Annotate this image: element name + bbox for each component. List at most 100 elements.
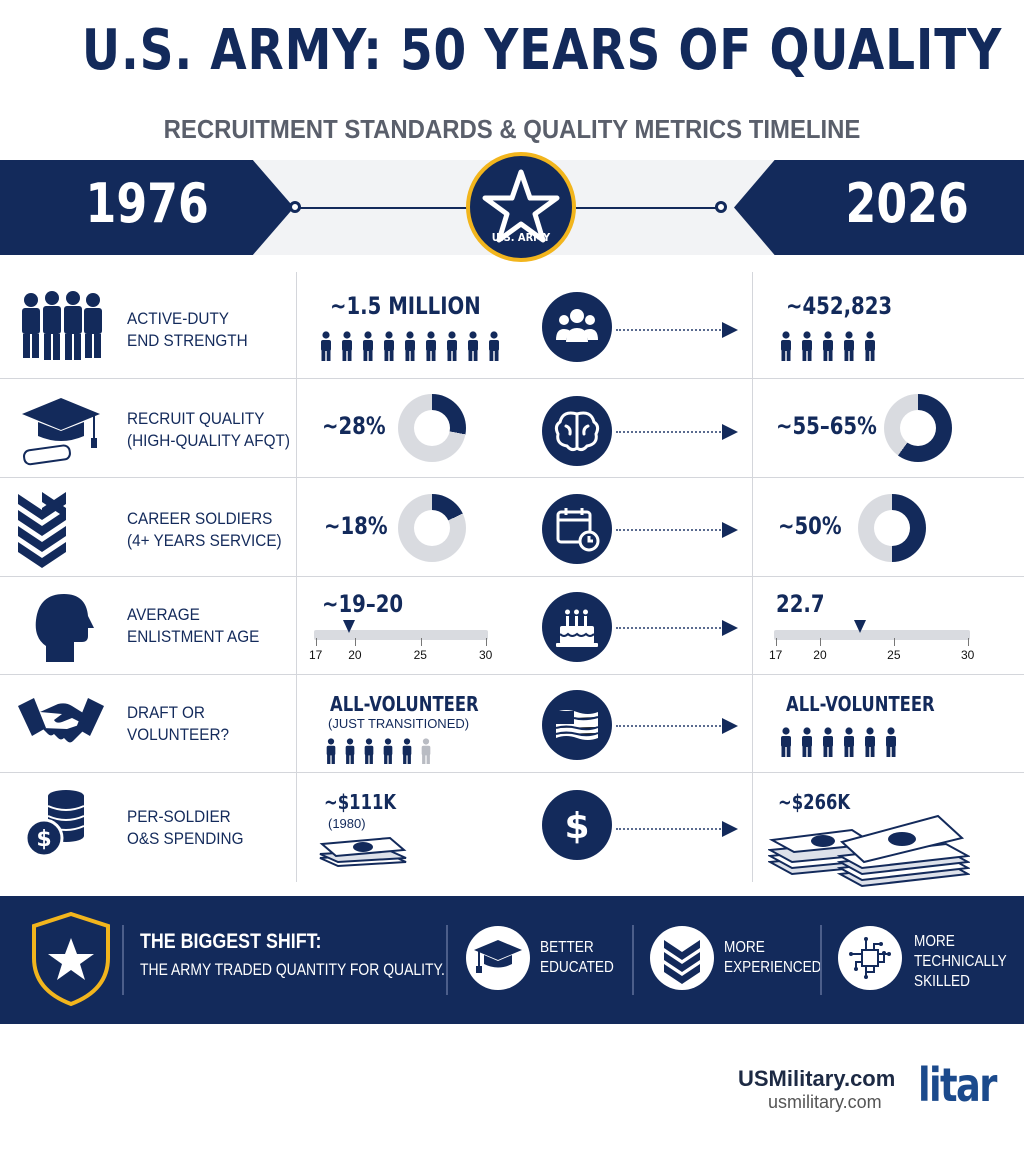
age-marker-icon <box>342 620 355 633</box>
footer-item-line2: TECHNICALLY <box>914 953 1007 970</box>
year-end-banner: 2026 <box>734 160 1024 255</box>
brand-logo: litar <box>918 1058 997 1112</box>
circuit-icon <box>838 926 902 990</box>
shield-star-icon <box>30 910 112 1012</box>
money-stack-large-icon <box>766 812 972 894</box>
donut-1976-career-soldiers <box>398 494 466 562</box>
value-1976-spending: ~$111K <box>324 790 397 814</box>
arrow-line <box>616 431 724 433</box>
person-icon <box>383 738 393 764</box>
arrow-head-icon <box>722 620 738 636</box>
timeline-dot-right <box>715 201 727 213</box>
page-subtitle: RECRUITMENT STANDARDS & QUALITY METRICS … <box>163 114 861 144</box>
person-icon <box>421 738 431 764</box>
people-figures-volunteer-2026 <box>778 726 904 762</box>
soldiers-icon <box>16 290 106 370</box>
footer-item-experienced: MORE EXPERIENCED <box>724 938 821 978</box>
age-scale-1976: 17 20 25 30 <box>309 620 492 662</box>
timeline-line-right <box>576 207 722 209</box>
person-icon <box>326 738 336 764</box>
money-stack-small-icon <box>316 832 410 880</box>
dollar-icon: $ <box>542 790 612 860</box>
graduation-cap-icon <box>16 392 106 472</box>
arrow-head-icon <box>722 718 738 734</box>
arrow-line <box>616 329 724 331</box>
metric-label-line1: PER-SOLDIER <box>127 807 231 826</box>
coins-icon: $ <box>16 786 106 866</box>
person-icon <box>844 727 854 757</box>
person-icon <box>345 738 355 764</box>
value-2026-end-strength: ~452,823 <box>786 292 893 320</box>
value-1976-end-strength: ~1.5 MILLION <box>330 292 481 320</box>
metric-label-enlistment-age: AVERAGE ENLISTMENT AGE <box>127 604 259 648</box>
value-1976-draft-volunteer: ALL-VOLUNTEER <box>330 692 479 716</box>
age-tick-label: 25 <box>887 648 901 662</box>
footer-divider <box>446 925 448 995</box>
footer-item-line1: MORE <box>724 939 765 956</box>
person-icon <box>447 331 457 361</box>
brand-name[interactable]: USMilitary.com <box>738 1066 896 1091</box>
handshake-icon <box>16 688 106 768</box>
footer-divider <box>820 925 822 995</box>
metric-label-line2: ENLISTMENT AGE <box>127 627 260 646</box>
age-scale-2026: 17 20 25 30 <box>769 620 974 662</box>
arrow-line <box>616 627 724 629</box>
person-icon <box>802 727 812 757</box>
value-1976-career-soldiers: ~18% <box>324 512 388 540</box>
age-tick-label: 17 <box>309 648 323 662</box>
value-2026-enlistment-age: 22.7 <box>776 590 825 618</box>
age-tick-mark <box>820 638 822 646</box>
value-2026-spending: ~$266K <box>778 790 851 814</box>
age-tick-label: 20 <box>813 648 827 662</box>
birthday-cake-icon <box>542 592 612 662</box>
column-divider <box>296 272 297 882</box>
year-end: 2026 <box>845 172 969 235</box>
person-icon <box>865 727 875 757</box>
calendar-clock-icon <box>542 494 612 564</box>
age-tick-mark <box>420 638 422 646</box>
metric-label-line2: O&S SPENDING <box>127 829 244 848</box>
donut-2026-career-soldiers <box>858 494 926 562</box>
age-tick-label: 17 <box>769 648 783 662</box>
metric-label-line1: CAREER SOLDIERS <box>127 509 273 528</box>
row-divider <box>0 378 1024 379</box>
brand-url[interactable]: usmilitary.com <box>768 1092 882 1112</box>
footer-item-line2: EXPERIENCED <box>724 959 822 976</box>
person-icon <box>384 331 394 361</box>
year-start: 1976 <box>85 172 209 235</box>
donut-1976-recruit-quality <box>398 394 466 462</box>
person-icon <box>844 331 854 361</box>
footer-item-line3: SKILLED <box>914 973 970 990</box>
person-icon <box>321 331 331 361</box>
person-icon <box>802 331 812 361</box>
age-tick-mark <box>316 638 317 646</box>
note-1976-draft-volunteer: (JUST TRANSITIONED) <box>328 716 470 731</box>
metric-label-end-strength: ACTIVE-DUTY END STRENGTH <box>127 308 248 352</box>
age-tick-mark <box>894 638 896 646</box>
metric-label-line1: DRAFT OR <box>127 703 205 722</box>
footer-divider <box>632 925 634 995</box>
footer-subline: THE ARMY TRADED QUANTITY FOR QUALITY. <box>140 960 445 979</box>
column-divider <box>752 272 753 882</box>
metric-label-line2: VOLUNTEER? <box>127 725 230 744</box>
person-icon <box>865 331 875 361</box>
age-tick-label: 20 <box>348 648 362 662</box>
metric-label-line1: AVERAGE <box>127 605 200 624</box>
person-icon <box>823 727 833 757</box>
arrow-line <box>616 725 724 727</box>
timeline-dot-left <box>289 201 301 213</box>
age-tick-mark <box>776 638 777 646</box>
svg-text:$: $ <box>564 806 589 847</box>
metric-label-career-soldiers: CAREER SOLDIERS (4+ YEARS SERVICE) <box>127 508 282 552</box>
footer-headline: THE BIGGEST SHIFT: <box>140 930 322 953</box>
age-tick-mark <box>486 638 487 646</box>
person-icon <box>823 331 833 361</box>
metric-label-spending: PER-SOLDIER O&S SPENDING <box>127 806 243 850</box>
age-tick-label: 30 <box>479 648 493 662</box>
arrow-head-icon <box>722 322 738 338</box>
metric-label-line1: RECRUIT QUALITY <box>127 409 265 428</box>
value-2026-recruit-quality: ~55–65% <box>776 412 877 440</box>
arrow-head-icon <box>722 424 738 440</box>
graduation-cap-icon <box>466 926 530 990</box>
footer-item-skilled: MORE TECHNICALLY SKILLED <box>914 932 1007 992</box>
